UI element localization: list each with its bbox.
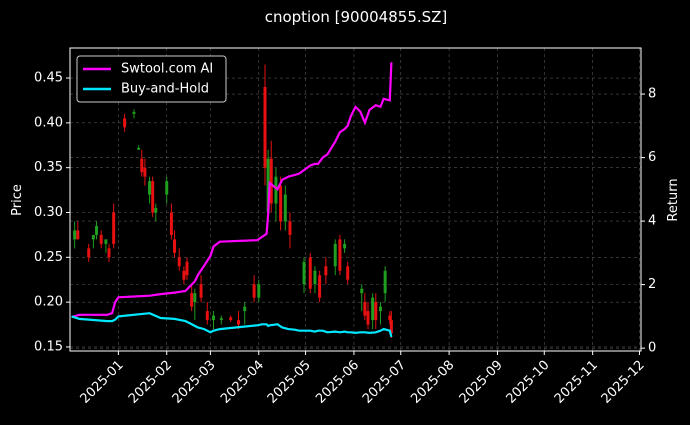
y-axis-label: Price <box>10 184 25 216</box>
y-tick-label: 0.15 <box>34 339 63 354</box>
y2-tick-label: 4 <box>648 214 656 229</box>
candle-body <box>73 230 77 240</box>
candle-body <box>302 261 306 285</box>
y-tick-label: 0.25 <box>34 250 63 265</box>
candle-body <box>378 306 382 312</box>
y2-tick-label: 2 <box>648 277 656 292</box>
candle-body <box>107 248 111 258</box>
candle-body <box>137 147 141 150</box>
candle-body <box>283 194 287 222</box>
candle-body <box>257 284 261 298</box>
candle-body <box>374 302 378 321</box>
y-tick-label: 0.20 <box>34 295 63 310</box>
candle-body <box>91 234 95 240</box>
candle-body <box>243 306 247 312</box>
candle-body <box>343 243 347 249</box>
candle-body <box>383 270 387 294</box>
candle-body <box>199 284 203 298</box>
candle-body <box>363 302 367 316</box>
candle-body <box>288 221 292 235</box>
candle-body <box>154 208 158 213</box>
legend-box <box>76 55 227 103</box>
y-tick-label: 0.45 <box>34 71 63 86</box>
candle-body <box>366 311 370 325</box>
candle-body <box>148 181 152 195</box>
candle-body <box>279 185 283 222</box>
candle-body <box>266 158 270 213</box>
candle-body <box>346 266 350 280</box>
y-tick-label: 0.30 <box>34 205 63 220</box>
chart-title: cnoption [90004855.SZ] <box>265 8 448 26</box>
candle-body <box>219 318 223 321</box>
candle-body <box>104 239 108 244</box>
candle-body <box>313 270 317 285</box>
candle-body <box>140 158 144 173</box>
candle-body <box>388 315 392 321</box>
candle-body <box>360 288 364 294</box>
candle-body <box>338 239 342 271</box>
candle-body <box>308 257 312 289</box>
candle-body <box>371 297 375 321</box>
candle-body <box>229 317 233 321</box>
candle-body <box>182 270 186 280</box>
y-tick-label: 0.40 <box>34 115 63 130</box>
candle-body <box>95 225 99 235</box>
y2-tick-label: 8 <box>648 87 656 102</box>
series-line <box>71 312 393 338</box>
candle-body <box>324 266 328 276</box>
candle-body <box>123 118 127 128</box>
candle-body <box>205 311 209 321</box>
candle-body <box>333 243 337 267</box>
candle-body <box>143 167 147 177</box>
candle-body <box>389 320 393 334</box>
candle-body <box>193 293 197 303</box>
candle-body <box>252 284 256 298</box>
candle-body <box>87 248 91 258</box>
candle-body <box>99 234 103 244</box>
candle-body <box>269 158 273 204</box>
candle-body <box>274 176 278 204</box>
candle-body <box>132 112 136 114</box>
legend-label: Buy-and-Hold <box>121 82 209 97</box>
candle-body <box>169 212 173 235</box>
y2-tick-label: 0 <box>648 341 656 356</box>
candle-body <box>177 257 181 267</box>
candle-body <box>212 315 216 321</box>
series-line <box>71 62 393 319</box>
candle-body <box>173 239 177 253</box>
candle-body <box>190 293 194 307</box>
plot-frame <box>69 47 642 352</box>
candle-body <box>165 181 169 195</box>
y2-tick-label: 6 <box>648 150 656 165</box>
y2-axis-label: Return <box>666 178 681 221</box>
candle-body <box>151 181 155 213</box>
candle-body <box>318 275 322 298</box>
candle-body <box>76 230 80 240</box>
candle-body <box>185 261 189 276</box>
legend-label: Swtool.com AI <box>121 62 213 77</box>
candle-body <box>112 212 116 244</box>
candle-body <box>263 86 267 168</box>
candle-body <box>236 320 240 325</box>
y-tick-label: 0.35 <box>34 160 63 175</box>
